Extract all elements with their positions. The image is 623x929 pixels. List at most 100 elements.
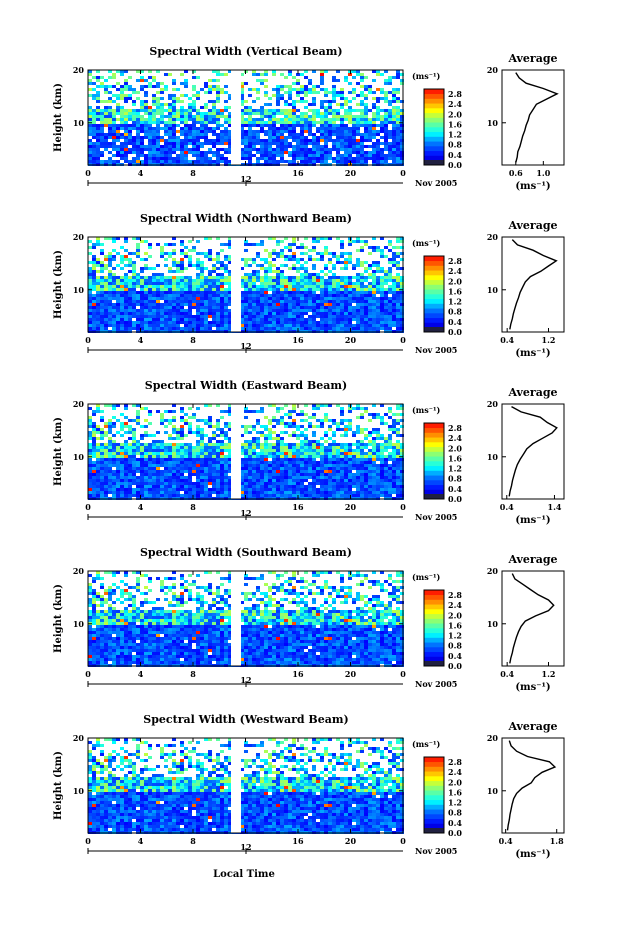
heatmap-cell xyxy=(240,82,244,85)
heatmap-cell xyxy=(120,154,124,157)
heatmap-cell xyxy=(124,73,128,76)
heatmap-cell xyxy=(124,82,128,85)
heatmap-cell xyxy=(160,291,164,294)
heatmap-cell xyxy=(124,303,128,306)
heatmap-cell xyxy=(152,249,156,252)
heatmap-cell xyxy=(172,309,176,312)
heatmap-cell xyxy=(296,151,300,154)
heatmap-cell xyxy=(336,145,340,148)
heatmap-cell xyxy=(168,133,172,136)
heatmap-cell xyxy=(92,100,96,103)
heatmap-cell xyxy=(252,297,256,300)
heatmap-cell xyxy=(256,124,260,127)
heatmap-cell xyxy=(108,91,112,94)
heatmap-cell xyxy=(368,70,372,73)
heatmap-cell xyxy=(92,118,96,121)
heatmap-cell xyxy=(220,261,224,264)
heatmap-cell xyxy=(292,154,296,157)
heatmap-cell xyxy=(228,306,232,309)
heatmap-cell xyxy=(228,160,232,163)
heatmap-cell xyxy=(156,300,160,303)
heatmap-cell xyxy=(116,240,120,243)
heatmap-cell xyxy=(252,94,256,97)
heatmap-cell xyxy=(300,288,304,291)
heatmap-cell xyxy=(164,133,168,136)
heatmap-cell xyxy=(108,70,112,73)
heatmap-cell xyxy=(200,148,204,151)
heatmap-cell xyxy=(360,124,364,127)
heatmap-cell xyxy=(352,249,356,252)
heatmap-cell xyxy=(240,127,244,130)
heatmap-cell xyxy=(148,157,152,160)
heatmap-cell xyxy=(168,106,172,109)
heatmap-cell xyxy=(328,288,332,291)
heatmap-cell xyxy=(344,324,348,327)
heatmap-cell xyxy=(260,148,264,151)
heatmap-cell xyxy=(128,145,132,148)
heatmap-cell xyxy=(356,279,360,282)
heatmap-cell xyxy=(312,100,316,103)
heatmap-cell xyxy=(376,261,380,264)
colorbar-step xyxy=(424,150,444,156)
heatmap-cell xyxy=(132,249,136,252)
heatmap-cell xyxy=(100,276,104,279)
heatmap-cell xyxy=(296,267,300,270)
heatmap-cell xyxy=(228,303,232,306)
heatmap-cell xyxy=(164,79,168,82)
heatmap-cell xyxy=(112,133,116,136)
heatmap-cell xyxy=(88,315,92,318)
heatmap-cell xyxy=(164,70,168,73)
heatmap-cell xyxy=(208,324,212,327)
heatmap-cell xyxy=(100,73,104,76)
heatmap-cell xyxy=(316,267,320,270)
heatmap-cell xyxy=(292,252,296,255)
heatmap-cell xyxy=(352,106,356,109)
heatmap-cell xyxy=(104,282,108,285)
heatmap-cell xyxy=(256,270,260,273)
heatmap-cell xyxy=(144,136,148,139)
heatmap-cell xyxy=(100,76,104,79)
heatmap-cell xyxy=(224,97,228,100)
heatmap-cell xyxy=(192,154,196,157)
heatmap-cell xyxy=(356,133,360,136)
heatmap-cell xyxy=(284,121,288,124)
heatmap-cell xyxy=(264,267,268,270)
heatmap-cell xyxy=(208,112,212,115)
heatmap-cell xyxy=(308,73,312,76)
heatmap-cell xyxy=(344,160,348,163)
heatmap-cell xyxy=(220,315,224,318)
heatmap-cell xyxy=(172,276,176,279)
heatmap-cell xyxy=(276,243,280,246)
heatmap-cell xyxy=(328,240,332,243)
heatmap-cell xyxy=(284,276,288,279)
heatmap-cell xyxy=(220,73,224,76)
heatmap-cell xyxy=(212,157,216,160)
heatmap-cell xyxy=(264,249,268,252)
heatmap-cell xyxy=(340,327,344,330)
heatmap-cell xyxy=(100,255,104,258)
heatmap-cell xyxy=(128,312,132,315)
heatmap-cell xyxy=(204,160,208,163)
heatmap-cell xyxy=(244,252,248,255)
heatmap-cell xyxy=(376,291,380,294)
heatmap-cell xyxy=(368,160,372,163)
heatmap-cell xyxy=(188,324,192,327)
heatmap-cell xyxy=(92,261,96,264)
heatmap-cell xyxy=(288,294,292,297)
heatmap-cell xyxy=(140,118,144,121)
heatmap-cell xyxy=(240,124,244,127)
heatmap-cell xyxy=(292,288,296,291)
heatmap-cell xyxy=(264,288,268,291)
heatmap-cell xyxy=(136,88,140,91)
heatmap-cell xyxy=(92,103,96,106)
heatmap-cell xyxy=(144,258,148,261)
heatmap-cell xyxy=(340,151,344,154)
heatmap-cell xyxy=(328,106,332,109)
heatmap-cell xyxy=(340,264,344,267)
heatmap-cell xyxy=(304,154,308,157)
heatmap-cell xyxy=(92,309,96,312)
heatmap-cell xyxy=(300,136,304,139)
heatmap-cell xyxy=(160,130,164,133)
heatmap-cell xyxy=(200,285,204,288)
heatmap-cell xyxy=(120,240,124,243)
